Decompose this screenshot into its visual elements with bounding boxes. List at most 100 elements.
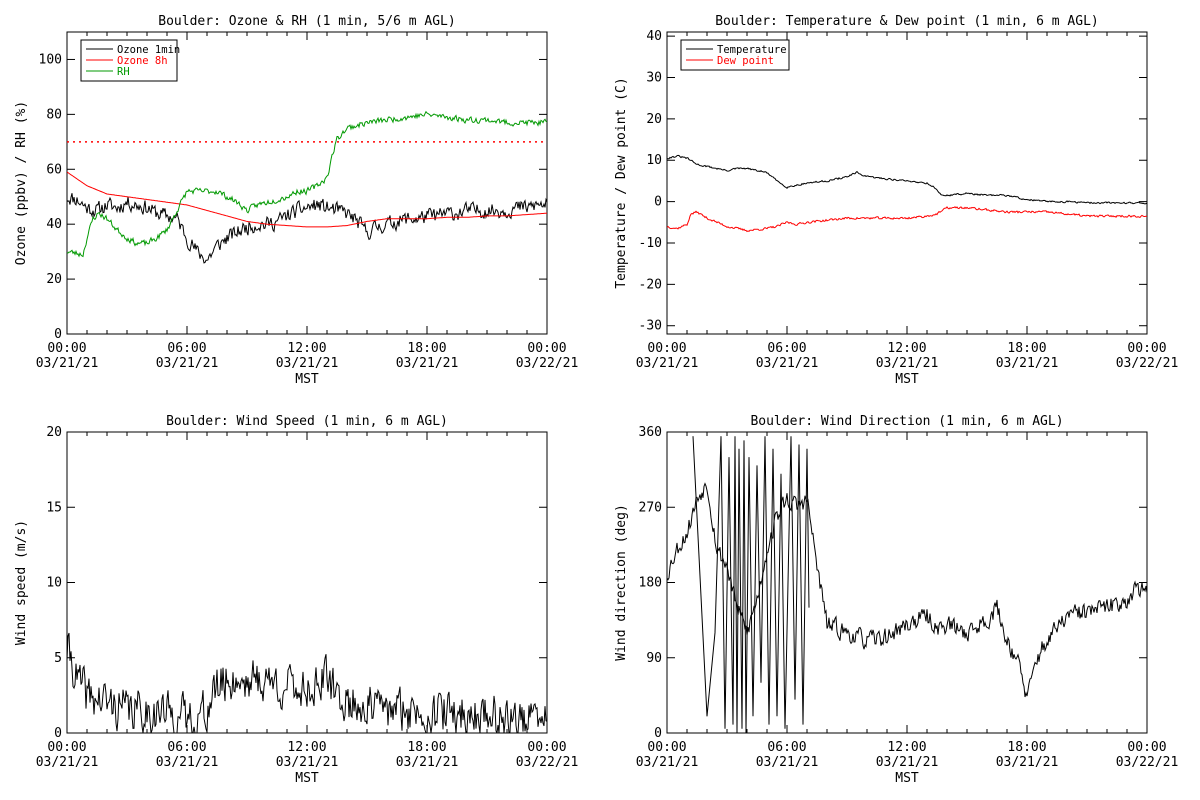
y-tick-label: 0 bbox=[654, 195, 662, 210]
x-tick-label-date: 03/21/21 bbox=[36, 356, 99, 371]
y-tick-label: 5 bbox=[54, 651, 62, 666]
plot-area bbox=[67, 632, 547, 733]
x-tick-label-date: 03/21/21 bbox=[756, 356, 819, 371]
x-tick-label-time: 12:00 bbox=[887, 341, 926, 356]
x-tick-label-time: 18:00 bbox=[407, 341, 446, 356]
x-tick-label-time: 06:00 bbox=[767, 341, 806, 356]
x-tick-label-date: 03/22/21 bbox=[1116, 755, 1179, 770]
y-tick-label: 20 bbox=[46, 425, 62, 440]
x-tick-label-date: 03/21/21 bbox=[396, 755, 459, 770]
chart-title: Boulder: Temperature & Dew point (1 min,… bbox=[715, 14, 1099, 29]
x-tick-label-date: 03/21/21 bbox=[636, 755, 699, 770]
plot-frame bbox=[66, 431, 548, 734]
x-tick-label-date: 03/22/21 bbox=[516, 755, 579, 770]
y-tick-label: 40 bbox=[46, 217, 62, 232]
y-tick-label: 20 bbox=[46, 272, 62, 287]
chart-title: Boulder: Ozone & RH (1 min, 5/6 m AGL) bbox=[158, 14, 455, 29]
series-line-rh bbox=[67, 110, 547, 258]
x-tick-label-date: 03/21/21 bbox=[276, 356, 339, 371]
x-tick-label-date: 03/21/21 bbox=[156, 755, 219, 770]
x-tick-label-time: 18:00 bbox=[1007, 341, 1046, 356]
x-tick-label-time: 00:00 bbox=[527, 341, 566, 356]
y-axis-label: Wind direction (deg) bbox=[614, 504, 629, 661]
x-tick-label-time: 06:00 bbox=[167, 740, 206, 755]
x-tick-label-date: 03/21/21 bbox=[996, 356, 1059, 371]
series-line-dew-point bbox=[667, 206, 1147, 233]
legend-label: Ozone 1min bbox=[117, 44, 180, 56]
x-tick-label-time: 06:00 bbox=[167, 341, 206, 356]
y-tick-label: 20 bbox=[646, 112, 662, 127]
chart-title: Boulder: Wind Speed (1 min, 6 m AGL) bbox=[166, 414, 448, 429]
x-tick-label-date: 03/21/21 bbox=[876, 755, 939, 770]
x-tick-label-time: 18:00 bbox=[1007, 740, 1046, 755]
x-tick-label-time: 06:00 bbox=[767, 740, 806, 755]
plot-frame bbox=[666, 31, 1148, 335]
x-tick-label-time: 00:00 bbox=[1127, 341, 1166, 356]
y-axis-label: Ozone (ppbv) / RH (%) bbox=[14, 101, 29, 265]
x-tick-label-time: 18:00 bbox=[407, 740, 446, 755]
y-tick-label: 180 bbox=[639, 576, 662, 591]
x-tick-label-time: 12:00 bbox=[287, 341, 326, 356]
x-tick-label-date: 03/21/21 bbox=[156, 356, 219, 371]
x-axis-label: MST bbox=[895, 771, 919, 786]
x-tick-label-date: 03/21/21 bbox=[876, 356, 939, 371]
y-tick-label: 90 bbox=[646, 651, 662, 666]
legend-label: Dew point bbox=[717, 55, 774, 67]
y-tick-label: 15 bbox=[46, 500, 62, 515]
y-tick-label: 0 bbox=[654, 726, 662, 741]
legend-box bbox=[680, 39, 790, 71]
x-axis-label: MST bbox=[295, 771, 319, 786]
x-tick-label-date: 03/21/21 bbox=[36, 755, 99, 770]
y-tick-label: 10 bbox=[46, 576, 62, 591]
x-tick-label-date: 03/22/21 bbox=[516, 356, 579, 371]
y-tick-label: -30 bbox=[639, 319, 662, 334]
y-axis-label: Wind speed (m/s) bbox=[14, 520, 29, 645]
x-axis-label: MST bbox=[295, 372, 319, 387]
x-tick-label-time: 00:00 bbox=[47, 341, 86, 356]
x-tick-label-date: 03/21/21 bbox=[996, 755, 1059, 770]
x-tick-label-time: 00:00 bbox=[47, 740, 86, 755]
chart-panel-1: Boulder: Ozone & RH (1 min, 5/6 m AGL) 0 2… bbox=[14, 14, 578, 387]
legend-label: Ozone 8h bbox=[117, 55, 168, 67]
x-tick-label-time: 12:00 bbox=[887, 740, 926, 755]
chart-panel-2: Boulder: Temperature & Dew point (1 min,… bbox=[614, 14, 1178, 387]
y-tick-label: 10 bbox=[646, 153, 662, 168]
x-tick-label-time: 12:00 bbox=[287, 740, 326, 755]
y-tick-label: 0 bbox=[54, 327, 62, 342]
legend-label: RH bbox=[117, 66, 130, 78]
plot-area bbox=[667, 436, 1147, 733]
x-axis-label: MST bbox=[895, 372, 919, 387]
chart-title: Boulder: Wind Direction (1 min, 6 m AGL) bbox=[750, 414, 1063, 429]
y-tick-label: 360 bbox=[639, 425, 662, 440]
chart-panel-3: Boulder: Wind Speed (1 min, 6 m AGL) 0 5 10… bbox=[14, 414, 578, 786]
legend-label: Temperature bbox=[717, 44, 787, 56]
plot-area bbox=[67, 110, 547, 264]
series-line-3-1 bbox=[692, 436, 810, 733]
plot-area bbox=[667, 154, 1147, 233]
y-tick-label: -10 bbox=[639, 236, 662, 251]
y-tick-label: -20 bbox=[639, 277, 662, 292]
series-line-2-0 bbox=[67, 632, 547, 733]
x-tick-label-date: 03/21/21 bbox=[756, 755, 819, 770]
y-tick-label: 60 bbox=[46, 162, 62, 177]
x-tick-label-time: 00:00 bbox=[647, 740, 686, 755]
x-tick-label-date: 03/22/21 bbox=[1116, 356, 1179, 371]
y-tick-label: 40 bbox=[646, 29, 662, 44]
x-tick-label-time: 00:00 bbox=[1127, 740, 1166, 755]
x-tick-label-date: 03/21/21 bbox=[276, 755, 339, 770]
y-tick-label: 80 bbox=[46, 107, 62, 122]
x-tick-label-time: 00:00 bbox=[647, 341, 686, 356]
y-tick-label: 0 bbox=[54, 726, 62, 741]
series-line-temperature bbox=[667, 154, 1147, 205]
y-tick-label: 100 bbox=[39, 52, 62, 67]
y-tick-label: 270 bbox=[639, 500, 662, 515]
x-tick-label-date: 03/21/21 bbox=[636, 356, 699, 371]
x-tick-label-time: 00:00 bbox=[527, 740, 566, 755]
series-line-ozone-1min bbox=[67, 193, 547, 264]
series-line-ozone-8h bbox=[67, 171, 547, 228]
y-axis-label: Temperature / Dew point (C) bbox=[614, 77, 629, 288]
chart-panel-4: Boulder: Wind Direction (1 min, 6 m AGL)… bbox=[614, 414, 1178, 786]
